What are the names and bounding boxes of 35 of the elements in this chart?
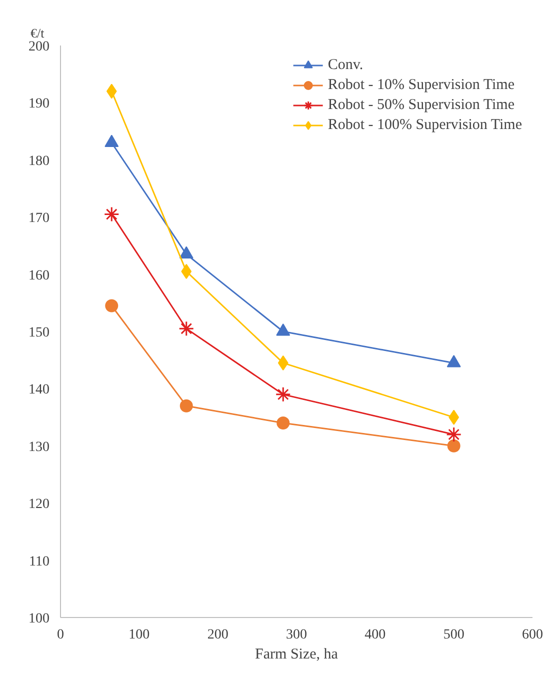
point	[276, 416, 290, 430]
legend-label: Robot - 100% Supervision Time	[328, 116, 522, 134]
legend-label: Conv.	[328, 56, 364, 74]
point	[178, 320, 194, 336]
x-tick-label: 400	[364, 628, 386, 642]
legend-label: Robot - 10% Supervision Time	[328, 76, 514, 94]
y-tick-label: 200	[28, 40, 50, 54]
y-tick-label: 190	[28, 96, 50, 112]
point	[180, 399, 193, 412]
y-tick-label: 130	[28, 440, 50, 455]
x-tick-label: 300	[286, 628, 307, 642]
point	[106, 84, 117, 99]
x-tick-label: 500	[443, 628, 464, 642]
x-tick-label: 0	[57, 628, 64, 642]
x-axis-title: Farm Size, ha	[255, 646, 338, 662]
y-axis-title: €/t	[30, 26, 45, 40]
y-tick-label: 180	[28, 154, 50, 169]
y-tick-label: 140	[28, 382, 50, 398]
y-tick-label: 160	[28, 268, 50, 284]
point	[446, 426, 462, 442]
point	[447, 439, 460, 452]
y-tick-label: 110	[29, 554, 50, 570]
y-tick-label: 100	[28, 612, 50, 626]
x-tick-label: 200	[207, 628, 228, 642]
x-tick-label: 100	[128, 628, 150, 642]
x-tick-label: 600	[522, 628, 543, 642]
point	[275, 386, 291, 402]
y-tick-label: 120	[28, 497, 50, 512]
point	[181, 264, 192, 279]
point	[105, 299, 118, 312]
legend-label: Robot - 50% Supervision Time	[328, 96, 514, 114]
y-tick-label: 150	[28, 326, 50, 340]
point	[278, 355, 288, 370]
y-tick-label: 170	[28, 211, 50, 226]
point	[104, 206, 120, 222]
